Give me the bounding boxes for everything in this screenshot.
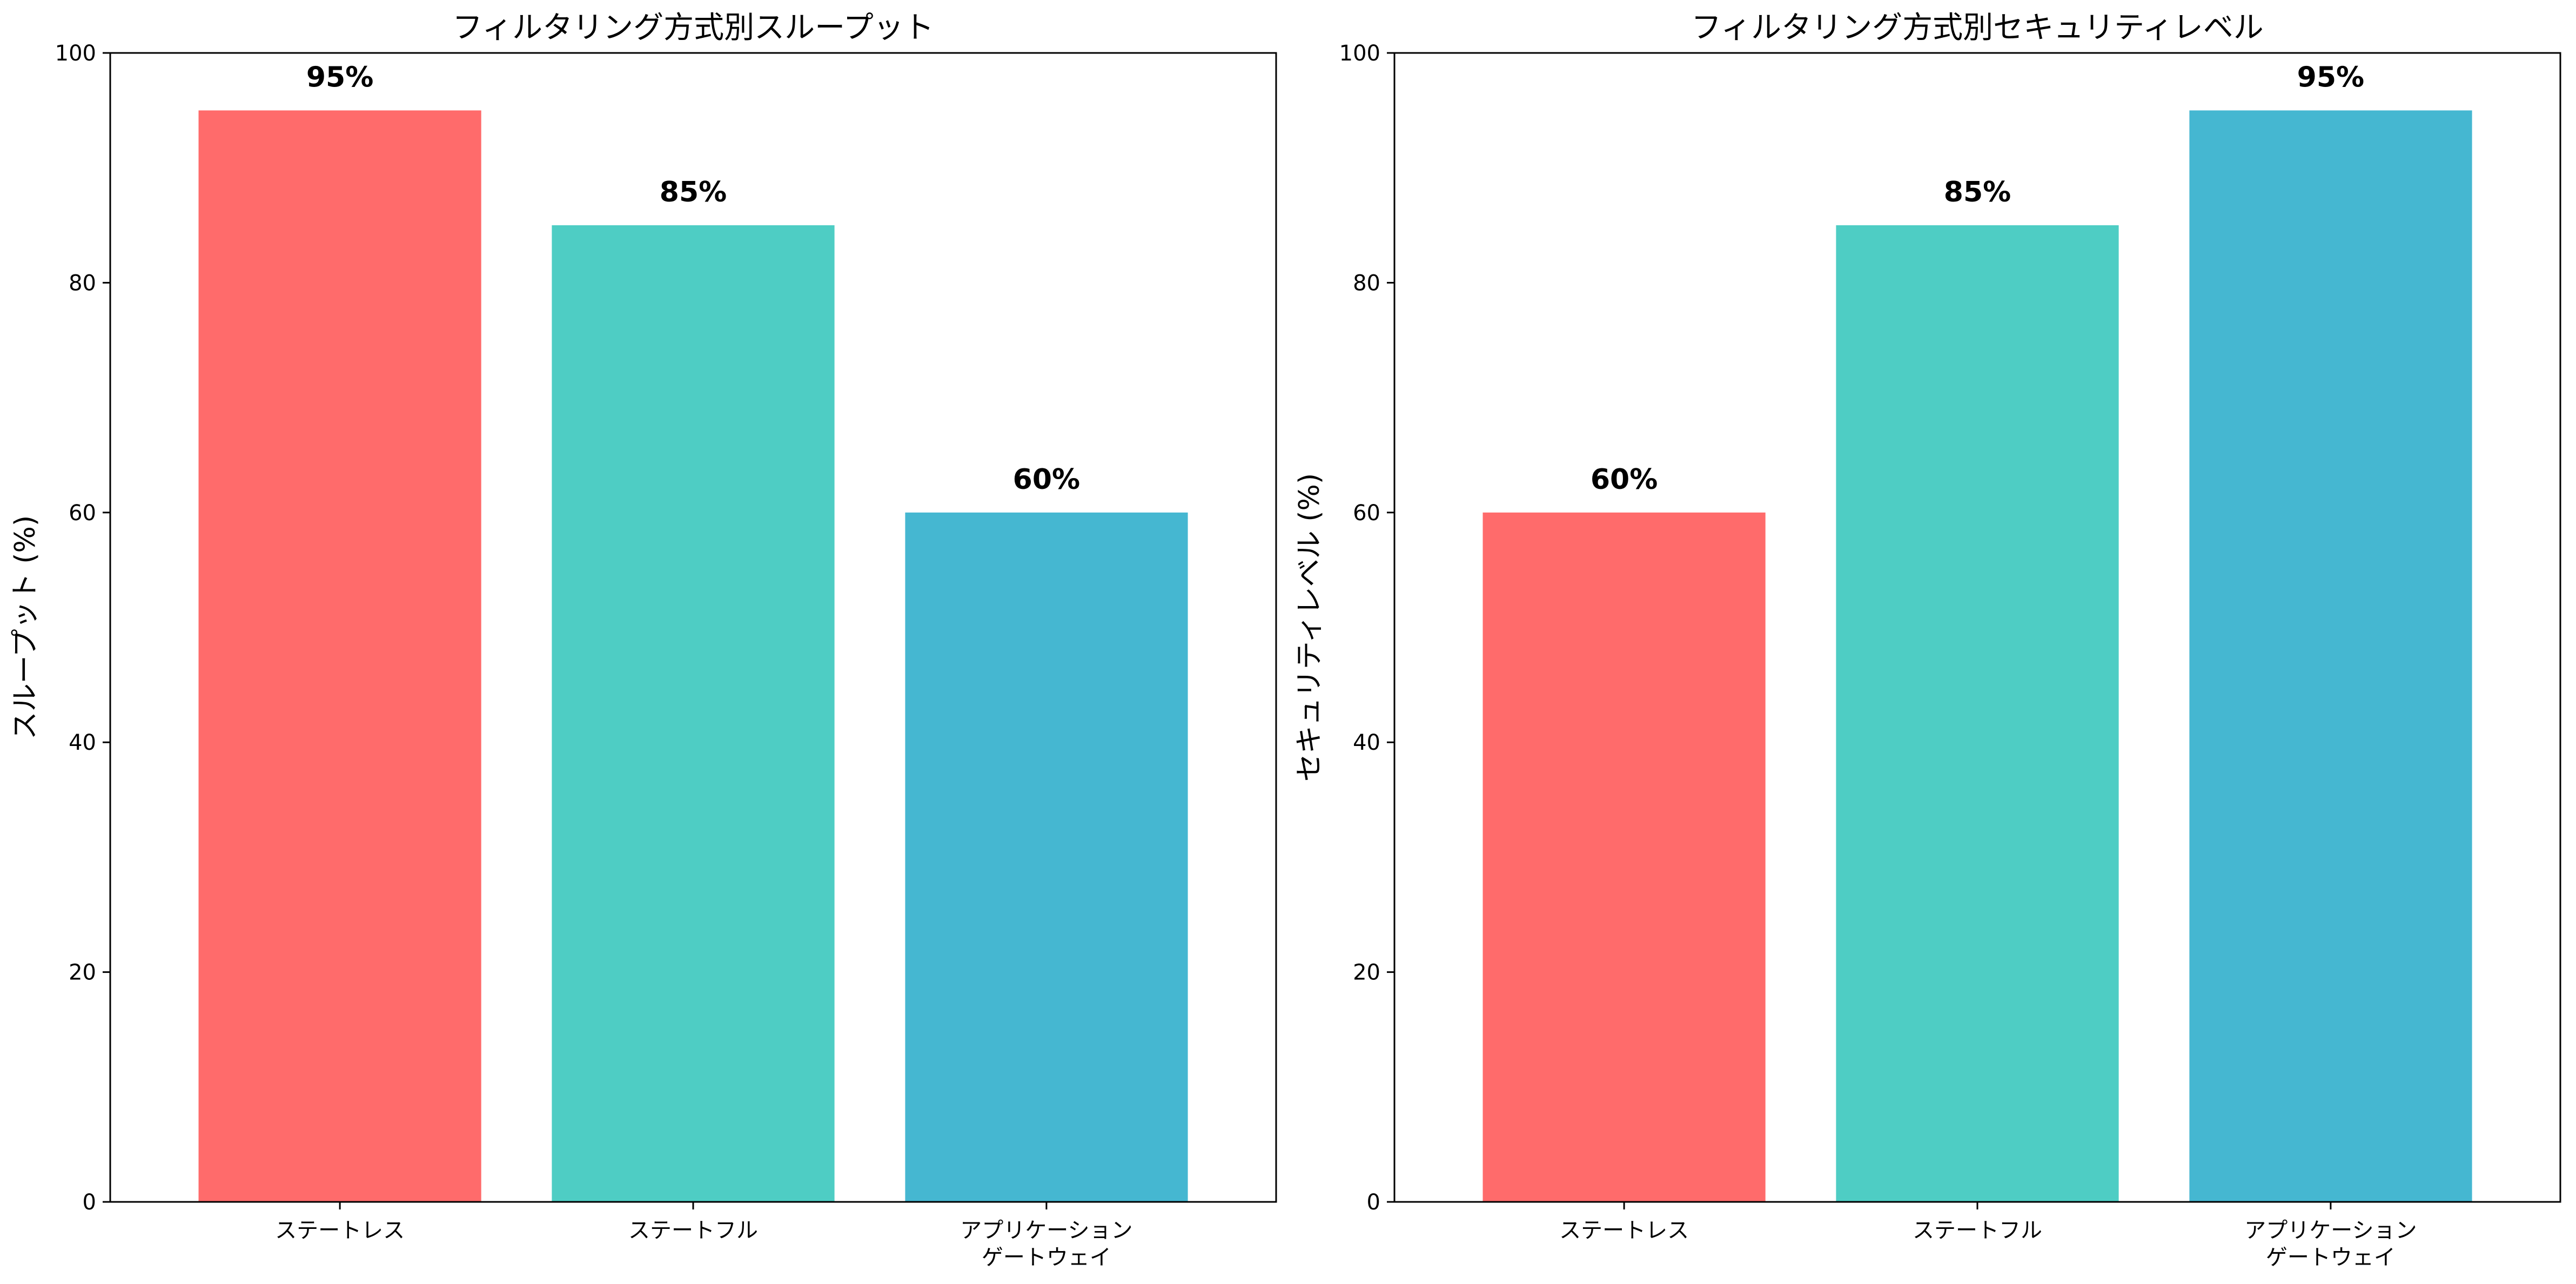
chart-1-bar-1 [198,110,481,1202]
chart-2-title: フィルタリング方式別セキュリティレベル [1691,10,2264,45]
chart-1-data-label-3: 60% [1013,463,1080,496]
chart-1-y-axis-label: スループット (%) [9,515,42,740]
chart-1-y-tick-label-1: 0 [83,1190,96,1215]
chart-2-bar-3 [2189,110,2472,1202]
chart-1-y-tick-label-6: 100 [55,41,96,66]
chart-2-data-label-2: 85% [1944,176,2011,209]
chart-2-y-tick-label-1: 0 [1367,1190,1380,1215]
chart-1-y-tick-label-3: 40 [69,730,96,755]
chart-2-y-tick-label-4: 60 [1353,501,1380,526]
chart-1-y-tick-label-5: 80 [69,271,96,295]
chart-2-bar-1 [1482,512,1766,1202]
chart-2-y-tick-label-2: 20 [1353,960,1380,985]
chart-2-bar-2 [1836,225,2119,1202]
chart-2-y-tick-label-5: 80 [1353,271,1380,295]
chart-2-y-tick-label-3: 40 [1353,730,1380,755]
chart-2-data-label-3: 95% [2297,61,2364,93]
chart-1-bar-2 [552,225,835,1202]
chart-1-axes-frame [109,52,1277,1203]
chart-1-y-tick-label-2: 20 [69,960,96,985]
chart-2-category-label-2: ステートフル [1913,1218,2042,1243]
chart-1-data-label-2: 85% [660,176,727,209]
chart-2-axes-frame [1393,52,2561,1203]
chart-1-bar-3 [905,512,1188,1202]
chart-1-y-tick-label-4: 60 [69,501,96,526]
chart-2-category-label-1: ステートレス [1559,1218,1689,1243]
chart-1-data-label-1: 95% [306,61,373,93]
chart-1-title: フィルタリング方式別スループット [452,10,934,45]
chart-2-category-label-3-line-1: アプリケーション [2244,1218,2417,1243]
chart-2-y-axis-label: セキュリティレベル (%) [1293,473,1326,782]
chart-1-category-label-3-line-1: アプリケーション [960,1218,1132,1243]
chart-1-category-label-1: ステートレス [275,1218,405,1243]
chart-2-data-label-1: 60% [1591,463,1658,496]
chart-2-y-tick-label-6: 100 [1339,41,1380,66]
chart-1-category-label-3-line-2: ゲートウェイ [982,1245,1111,1270]
chart-2-category-label-3-line-2: ゲートウェイ [2266,1245,2396,1270]
chart-1-category-label-2: ステートフル [628,1218,758,1243]
